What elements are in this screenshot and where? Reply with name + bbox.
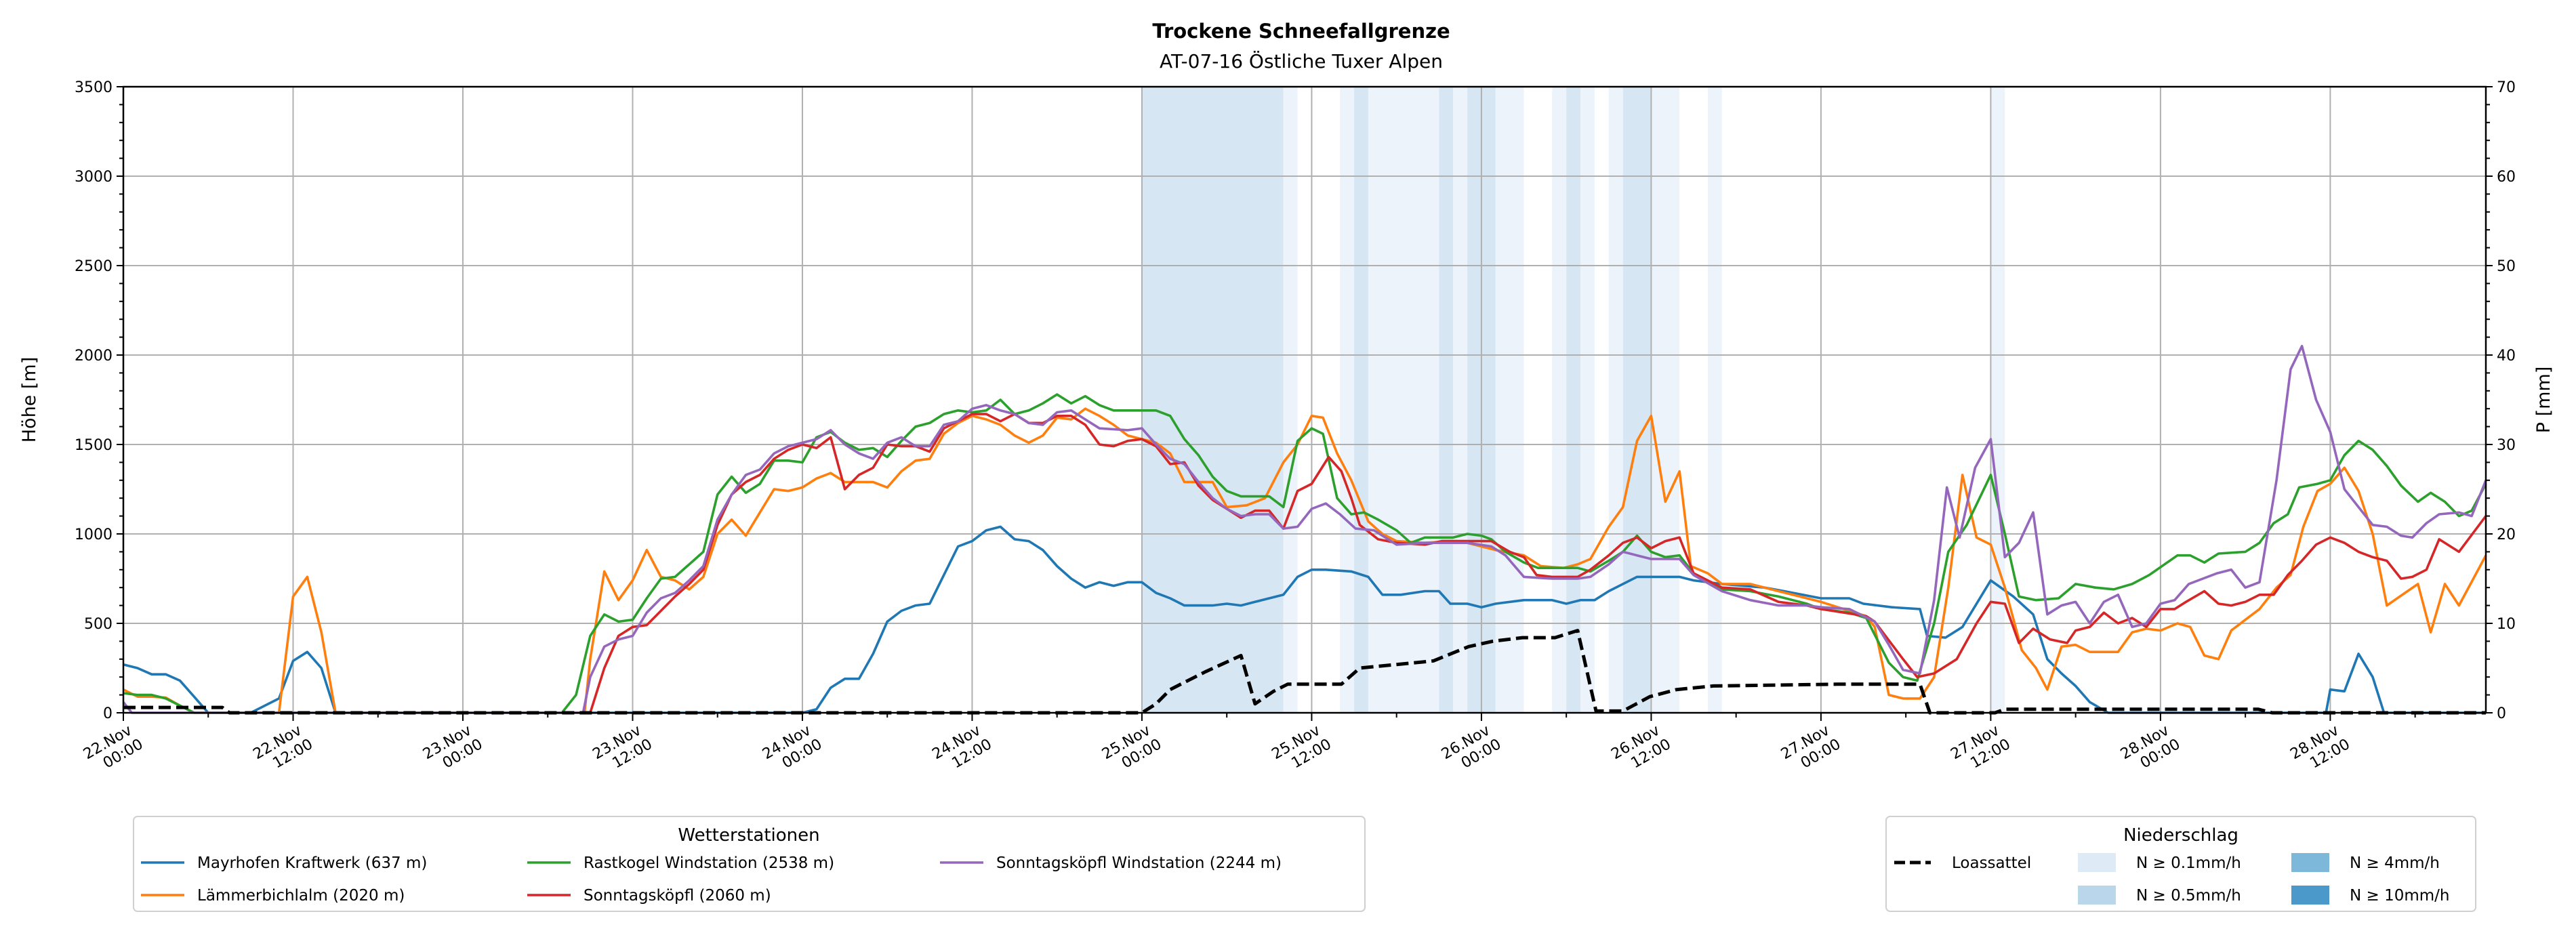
y-right-tick-label: 0 xyxy=(2497,705,2506,722)
y-tick-label: 2500 xyxy=(75,258,113,275)
y-right-tick-label: 30 xyxy=(2497,437,2516,454)
legend-stations: Wetterstationen Mayrhofen Kraftwerk (637… xyxy=(133,816,1366,912)
legend-precip-label: N ≥ 0.1mm/h xyxy=(2136,854,2241,872)
legend-precip-label: N ≥ 0.5mm/h xyxy=(2136,887,2241,905)
y-right-tick-label: 50 xyxy=(2497,258,2516,275)
precip-band xyxy=(1453,87,1468,713)
y-right-tick-label: 20 xyxy=(2497,526,2516,543)
y-axis-label: Höhe [m] xyxy=(19,357,40,443)
series-line xyxy=(122,345,2487,714)
precip-band xyxy=(1566,87,1581,713)
precip-band xyxy=(1340,87,1355,713)
legend-precip-label: N ≥ 4mm/h xyxy=(2350,854,2440,872)
legend-precip-label: Loassattel xyxy=(1952,854,2031,872)
precip-band xyxy=(1552,87,1567,713)
y-axis-right-label: P [mm] xyxy=(2533,367,2554,434)
precip-band xyxy=(1495,87,1524,713)
chart-subtitle: AT-07-16 Östliche Tuxer Alpen xyxy=(1160,49,1443,72)
precip-band xyxy=(1622,87,1652,713)
y-tick-label: 1000 xyxy=(75,526,113,543)
y-tick-label: 0 xyxy=(103,705,113,722)
series-line xyxy=(123,525,2486,714)
legend-precip-title: Niederschlag xyxy=(2123,825,2238,846)
precip-band xyxy=(1651,87,1680,713)
plot-frame xyxy=(122,85,2487,714)
precip-band xyxy=(1580,87,1595,713)
legend-station-label: Mayrhofen Kraftwerk (637 m) xyxy=(197,854,427,872)
legend-precipitation: Niederschlag Loassattel N ≥ 0.1mm/h N ≥ 0.… xyxy=(1885,816,2476,912)
legend-precip-label: N ≥ 10mm/h xyxy=(2350,887,2450,905)
y-tick-label: 1500 xyxy=(75,437,113,454)
precip-band xyxy=(1354,87,1368,713)
y-tick-label: 500 xyxy=(84,616,113,633)
y-tick-label: 3500 xyxy=(75,79,113,96)
precip-band xyxy=(1368,87,1439,713)
precip-band xyxy=(1990,87,2005,713)
series-line xyxy=(123,407,2487,714)
precipitation-bands xyxy=(1141,87,2005,713)
precip-band xyxy=(1141,87,1284,713)
y-right-tick-label: 40 xyxy=(2497,348,2516,365)
series-line xyxy=(123,629,2486,715)
legend-stations-title: Wetterstationen xyxy=(678,825,819,846)
chart-title: Trockene Schneefallgrenze xyxy=(1152,20,1450,43)
y-tick-label: 2000 xyxy=(75,348,113,365)
series-lines xyxy=(122,345,2487,715)
series-line xyxy=(123,393,2487,714)
legend-patch-swatch xyxy=(2291,886,2329,905)
legend-station-label: Sonntagsköpfl Windstation (2244 m) xyxy=(996,854,1282,872)
legend-patch-swatch xyxy=(2078,853,2116,872)
y-right-tick-label: 70 xyxy=(2497,79,2516,96)
legend-patch-swatch xyxy=(2291,853,2329,872)
legend-station-label: Rastkogel Windstation (2538 m) xyxy=(584,854,834,872)
y-right-tick-label: 10 xyxy=(2497,616,2516,633)
y-right-tick-label: 60 xyxy=(2497,169,2516,186)
precip-band xyxy=(1283,87,1298,713)
legend-patch-swatch xyxy=(2078,886,2116,905)
precip-band xyxy=(1707,87,1722,713)
legend-station-label: Lämmerbichlalm (2020 m) xyxy=(197,887,405,905)
precip-band xyxy=(1608,87,1623,713)
precip-band xyxy=(1439,87,1454,713)
y-tick-label: 3000 xyxy=(75,169,113,186)
series-line xyxy=(589,413,2487,713)
legend-station-label: Sonntagsköpfl (2060 m) xyxy=(584,887,771,905)
